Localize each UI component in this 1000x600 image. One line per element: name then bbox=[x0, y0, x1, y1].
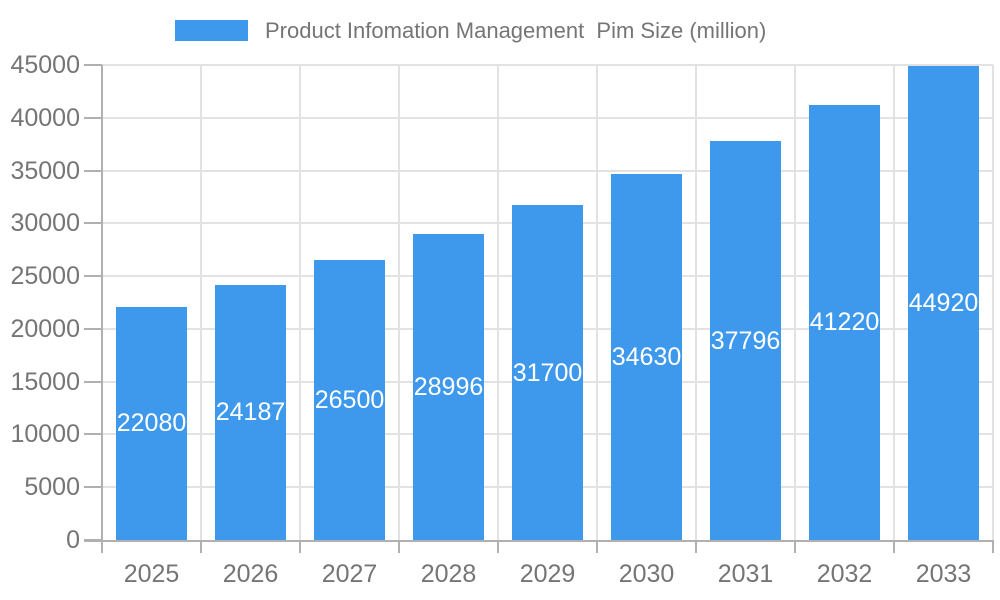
bar-value-label: 44920 bbox=[908, 288, 979, 317]
x-axis-line bbox=[84, 540, 993, 542]
bar-value-label: 37796 bbox=[710, 326, 781, 355]
y-tick-mark bbox=[84, 433, 102, 436]
gridline-h bbox=[102, 64, 993, 66]
bar[interactable] bbox=[908, 65, 979, 540]
x-tick-label: 2032 bbox=[816, 560, 873, 588]
gridline-v bbox=[596, 65, 598, 540]
bar-value-label: 31700 bbox=[512, 358, 583, 387]
y-tick-label: 40000 bbox=[10, 103, 80, 132]
chart-title: Product Infomation Management Pim Size (… bbox=[265, 18, 767, 43]
bar[interactable] bbox=[215, 284, 286, 540]
bar[interactable] bbox=[710, 141, 781, 540]
x-tick-label: 2025 bbox=[123, 560, 180, 588]
gridline-v bbox=[794, 65, 796, 540]
y-tick-mark bbox=[84, 64, 102, 66]
y-tick-label: 30000 bbox=[10, 209, 80, 238]
bar-value-label: 22080 bbox=[116, 409, 187, 438]
y-tick-mark bbox=[84, 380, 102, 383]
bar[interactable] bbox=[116, 306, 187, 540]
gridline-v bbox=[992, 65, 994, 540]
y-tick-mark bbox=[84, 327, 102, 330]
gridline-v bbox=[497, 65, 499, 540]
y-tick-label: 45000 bbox=[10, 51, 80, 79]
x-tick-label: 2027 bbox=[321, 560, 378, 588]
legend-swatch bbox=[175, 20, 248, 41]
bar-value-label: 34630 bbox=[611, 343, 682, 372]
x-tick-label: 2031 bbox=[717, 560, 774, 588]
gridline-h bbox=[102, 116, 993, 119]
y-tick-label: 25000 bbox=[10, 262, 80, 291]
y-tick-label: 5000 bbox=[24, 473, 80, 502]
bar-value-label: 41220 bbox=[809, 308, 880, 337]
x-tick-label: 2026 bbox=[222, 560, 279, 588]
bar-value-label: 26500 bbox=[314, 386, 385, 415]
y-tick-mark bbox=[84, 116, 102, 119]
bar[interactable] bbox=[809, 104, 880, 540]
bar-value-label: 28996 bbox=[413, 372, 484, 401]
y-tick-mark bbox=[84, 275, 102, 278]
y-tick-label: 15000 bbox=[10, 367, 80, 396]
gridline-v bbox=[200, 65, 202, 540]
y-axis-line bbox=[101, 65, 103, 553]
x-tick-label: 2028 bbox=[420, 560, 477, 588]
y-tick-label: 0 bbox=[66, 526, 80, 554]
y-tick-label: 10000 bbox=[10, 420, 80, 449]
x-tick-label: 2030 bbox=[618, 560, 675, 588]
gridline-v bbox=[299, 65, 301, 540]
bar[interactable] bbox=[413, 233, 484, 540]
y-tick-mark bbox=[84, 169, 102, 172]
x-tick-mark bbox=[398, 540, 400, 553]
x-tick-mark bbox=[596, 540, 598, 553]
x-tick-mark bbox=[893, 540, 895, 553]
bar[interactable] bbox=[611, 174, 682, 540]
x-tick-mark bbox=[299, 540, 301, 553]
y-tick-label: 35000 bbox=[10, 156, 80, 185]
bar[interactable] bbox=[512, 205, 583, 540]
x-tick-mark bbox=[794, 540, 796, 553]
y-tick-mark bbox=[84, 486, 102, 489]
gridline-v bbox=[695, 65, 697, 540]
x-tick-mark bbox=[695, 540, 697, 553]
gridline-v bbox=[893, 65, 895, 540]
legend-item[interactable]: Product Infomation Management Pim Size (… bbox=[0, 0, 1000, 50]
x-tick-label: 2033 bbox=[915, 560, 972, 588]
x-tick-mark bbox=[992, 540, 994, 553]
x-tick-mark bbox=[200, 540, 202, 553]
y-tick-mark bbox=[84, 222, 102, 225]
x-tick-mark bbox=[497, 540, 499, 553]
bar-value-label: 24187 bbox=[215, 398, 286, 427]
gridline-h bbox=[102, 169, 993, 172]
y-tick-label: 20000 bbox=[10, 314, 80, 343]
x-tick-label: 2029 bbox=[519, 560, 576, 588]
gridline-v bbox=[398, 65, 400, 540]
bar[interactable] bbox=[314, 260, 385, 540]
